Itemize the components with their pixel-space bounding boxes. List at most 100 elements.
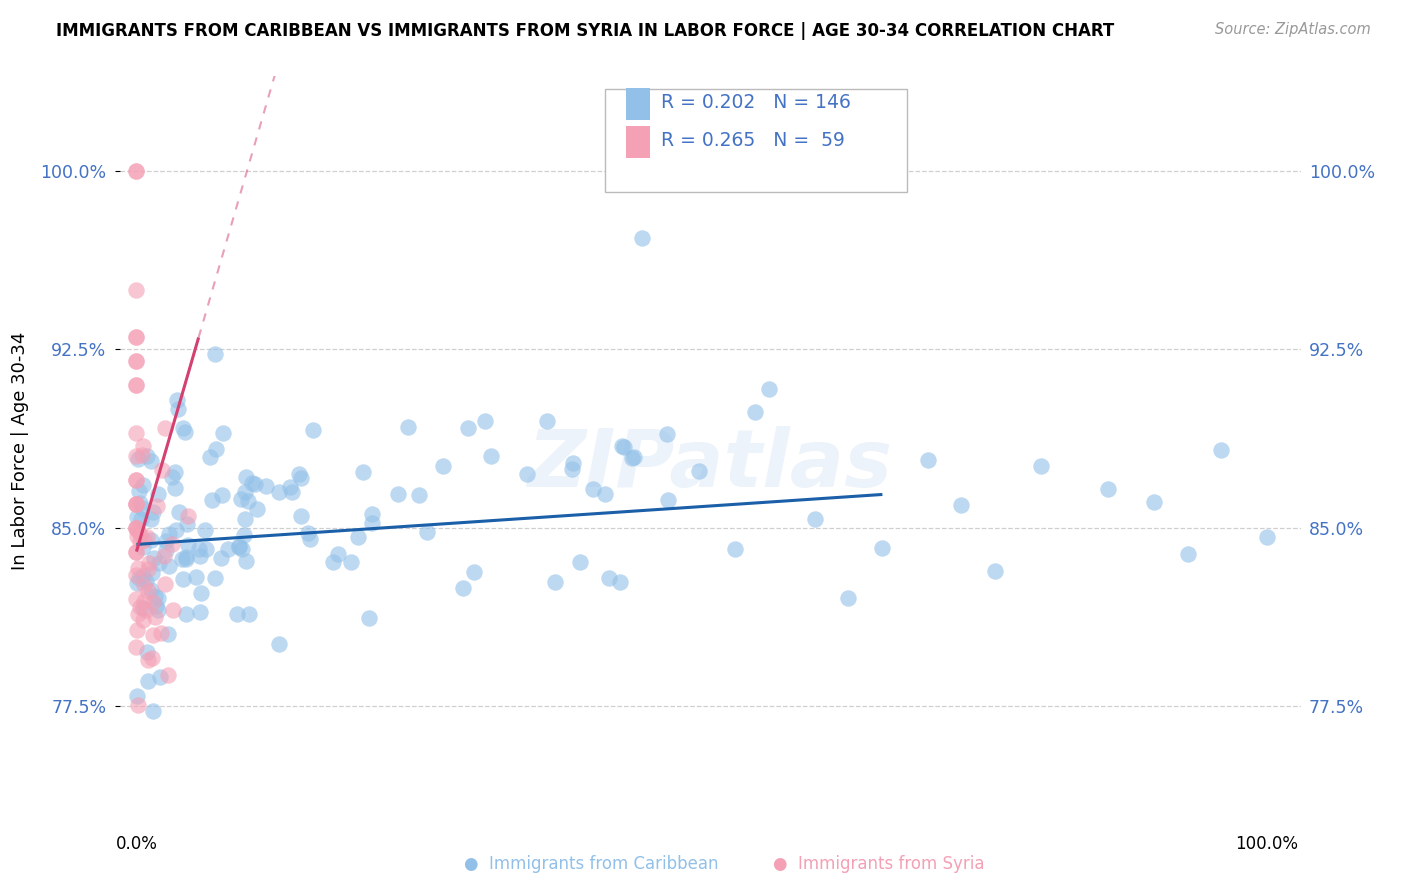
Point xyxy=(290,471,312,485)
Point xyxy=(143,589,166,603)
Point xyxy=(360,507,382,521)
Point xyxy=(125,473,148,487)
Point xyxy=(125,330,148,344)
Point xyxy=(134,533,156,547)
Point xyxy=(657,426,679,441)
Point xyxy=(139,512,162,526)
Point xyxy=(387,487,409,501)
Point xyxy=(340,555,363,569)
Point xyxy=(278,480,301,494)
Point xyxy=(432,459,454,474)
Text: R = 0.265   N =  59: R = 0.265 N = 59 xyxy=(661,130,845,150)
Point xyxy=(287,467,309,481)
Point xyxy=(136,584,159,599)
Point xyxy=(290,508,312,523)
Point xyxy=(474,414,496,428)
Point xyxy=(299,533,322,547)
Point xyxy=(128,527,150,541)
Point xyxy=(593,487,616,501)
Point xyxy=(131,512,153,526)
Point xyxy=(141,533,163,547)
Point xyxy=(204,442,226,457)
Point xyxy=(136,449,159,463)
Point xyxy=(917,452,939,467)
Point xyxy=(229,492,252,507)
Point xyxy=(657,493,679,508)
Point xyxy=(190,585,212,599)
Point xyxy=(582,482,605,496)
Point xyxy=(128,484,150,499)
Point xyxy=(803,512,825,526)
Point xyxy=(544,574,567,589)
Point xyxy=(204,571,226,585)
Point xyxy=(177,538,200,552)
Point xyxy=(269,484,291,499)
Point xyxy=(481,450,503,464)
Point xyxy=(153,421,176,435)
Point xyxy=(131,501,153,516)
Point xyxy=(212,425,235,440)
Point xyxy=(127,560,149,574)
Point xyxy=(872,541,894,555)
Point xyxy=(561,462,583,476)
Point xyxy=(254,479,277,493)
Point xyxy=(125,568,148,582)
Point xyxy=(326,547,349,561)
Point xyxy=(125,450,148,464)
Point xyxy=(155,543,177,558)
Point xyxy=(416,525,439,540)
Point xyxy=(125,330,148,344)
Point xyxy=(243,476,266,491)
Point xyxy=(153,577,176,591)
Text: ●  Immigrants from Syria: ● Immigrants from Syria xyxy=(773,855,984,872)
Point xyxy=(125,473,148,487)
Point xyxy=(174,425,197,439)
Point xyxy=(148,556,170,570)
Point xyxy=(162,603,184,617)
Point xyxy=(569,555,592,569)
Point xyxy=(837,591,859,605)
Point xyxy=(145,599,167,613)
Y-axis label: In Labor Force | Age 30-34: In Labor Force | Age 30-34 xyxy=(11,331,30,570)
Point xyxy=(127,698,149,712)
Point xyxy=(125,354,148,368)
Point xyxy=(359,611,381,625)
Point xyxy=(209,550,232,565)
Point xyxy=(135,603,157,617)
Point xyxy=(238,607,260,621)
Point xyxy=(142,550,165,565)
Point xyxy=(1029,459,1052,474)
Point xyxy=(125,521,148,535)
Point xyxy=(598,572,620,586)
Point xyxy=(536,414,558,428)
Point xyxy=(744,405,766,419)
Point xyxy=(225,607,247,622)
Point xyxy=(408,488,430,502)
Point xyxy=(142,704,165,718)
Text: ZIPatlas: ZIPatlas xyxy=(527,426,893,505)
Point xyxy=(297,525,319,540)
Point xyxy=(157,668,180,682)
Point xyxy=(516,467,538,482)
Point xyxy=(127,524,149,539)
Point xyxy=(176,509,198,524)
Point xyxy=(125,509,148,524)
Point xyxy=(174,552,197,566)
Point xyxy=(194,541,217,556)
Point xyxy=(176,549,198,564)
Point xyxy=(167,402,190,417)
Point xyxy=(235,554,257,568)
Point xyxy=(176,517,198,532)
Point xyxy=(346,530,368,544)
Point xyxy=(204,347,226,361)
Point xyxy=(228,541,250,555)
Point xyxy=(132,613,155,627)
Point xyxy=(451,581,474,595)
Point xyxy=(172,572,194,586)
Point xyxy=(125,592,148,607)
Point xyxy=(159,527,181,541)
Point xyxy=(141,566,163,580)
Point xyxy=(142,628,165,642)
Point xyxy=(613,440,636,454)
Point xyxy=(125,354,148,368)
